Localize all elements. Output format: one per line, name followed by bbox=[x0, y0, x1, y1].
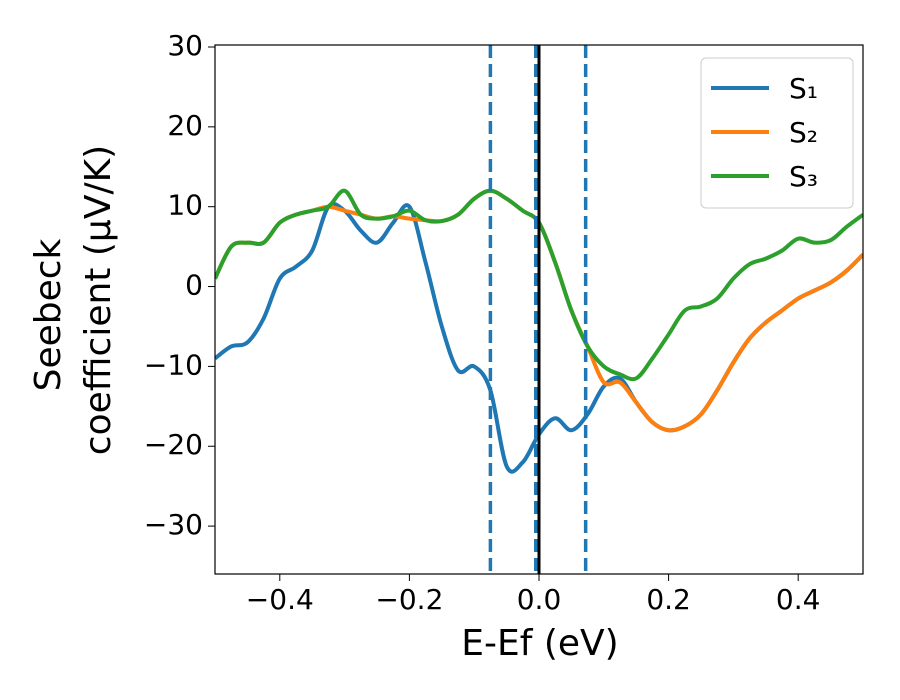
y-tick-label: 30 bbox=[167, 29, 203, 62]
legend-label: S₁ bbox=[789, 72, 818, 105]
y-tick-label: −20 bbox=[144, 428, 203, 461]
x-tick-label: 0.4 bbox=[776, 583, 821, 616]
y-tick-label: −30 bbox=[144, 508, 203, 541]
legend-label: S₂ bbox=[789, 116, 818, 149]
y-tick-label: −10 bbox=[144, 348, 203, 381]
plot-frame bbox=[214, 44, 864, 575]
y-tick-label: 20 bbox=[167, 109, 203, 142]
x-tick-label: −0.2 bbox=[375, 583, 443, 616]
x-tick-label: −0.4 bbox=[246, 583, 314, 616]
y-axis-label: Seebeck bbox=[28, 238, 69, 391]
x-tick-label: 0.0 bbox=[517, 583, 562, 616]
y-tick-label: 0 bbox=[185, 269, 203, 302]
x-axis-label: E-Ef (eV) bbox=[461, 623, 618, 664]
y-axis-label: coefficient (μV/K) bbox=[78, 145, 119, 455]
y-tick-label: 10 bbox=[167, 189, 203, 222]
x-tick-label: 0.2 bbox=[646, 583, 691, 616]
legend-box bbox=[700, 57, 854, 209]
legend-label: S₃ bbox=[789, 160, 818, 193]
